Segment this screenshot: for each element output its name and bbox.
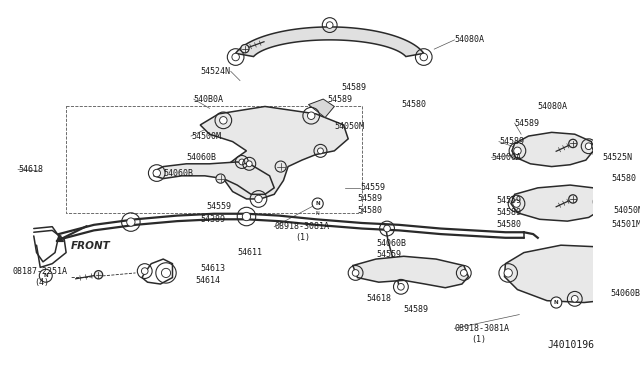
Text: 54525N: 54525N xyxy=(602,153,632,162)
Text: 54614: 54614 xyxy=(196,276,221,285)
Text: 540B0A: 540B0A xyxy=(194,94,224,103)
Text: 54501M: 54501M xyxy=(612,220,640,230)
Circle shape xyxy=(569,195,577,203)
Text: 54589: 54589 xyxy=(342,83,367,93)
Circle shape xyxy=(609,94,616,101)
Circle shape xyxy=(153,169,161,177)
Text: N: N xyxy=(554,300,559,305)
Circle shape xyxy=(255,195,262,203)
Polygon shape xyxy=(504,245,640,302)
Circle shape xyxy=(326,22,333,28)
FancyBboxPatch shape xyxy=(612,199,627,208)
Circle shape xyxy=(220,116,227,124)
Circle shape xyxy=(94,270,102,279)
Polygon shape xyxy=(353,256,468,288)
Circle shape xyxy=(592,142,600,150)
Text: 08918-3081A: 08918-3081A xyxy=(454,324,509,333)
Text: 54589: 54589 xyxy=(358,195,383,203)
Text: 54060B: 54060B xyxy=(376,239,406,248)
Text: 54060B: 54060B xyxy=(186,153,216,162)
Polygon shape xyxy=(308,99,334,118)
Text: N: N xyxy=(44,273,48,278)
Text: 54611: 54611 xyxy=(237,248,262,257)
Circle shape xyxy=(569,139,577,148)
Text: 54524N: 54524N xyxy=(201,67,231,76)
Text: 54060B: 54060B xyxy=(163,169,193,177)
Text: 54618: 54618 xyxy=(367,294,392,303)
Circle shape xyxy=(312,198,323,209)
Circle shape xyxy=(275,161,286,172)
Text: 08187-2251A: 08187-2251A xyxy=(13,267,67,276)
Text: 54589: 54589 xyxy=(515,119,540,128)
Circle shape xyxy=(241,45,249,53)
Polygon shape xyxy=(200,106,348,199)
Text: 54559: 54559 xyxy=(207,202,232,211)
Circle shape xyxy=(307,112,315,119)
Text: 54559: 54559 xyxy=(496,196,521,205)
Circle shape xyxy=(397,283,404,290)
Polygon shape xyxy=(236,27,424,57)
Text: 54580: 54580 xyxy=(496,220,521,230)
Text: (4): (4) xyxy=(34,278,49,287)
Circle shape xyxy=(232,53,239,61)
Circle shape xyxy=(243,212,251,221)
Text: 54050M: 54050M xyxy=(334,122,364,131)
Polygon shape xyxy=(154,162,274,194)
Circle shape xyxy=(551,297,562,308)
Text: 54559: 54559 xyxy=(360,183,385,192)
Text: 54000A: 54000A xyxy=(492,153,522,162)
Circle shape xyxy=(39,269,52,282)
Text: 54589: 54589 xyxy=(499,137,524,146)
Polygon shape xyxy=(612,71,640,96)
Circle shape xyxy=(597,198,604,205)
Circle shape xyxy=(141,268,148,275)
Text: 54589: 54589 xyxy=(404,305,429,314)
Circle shape xyxy=(504,269,513,277)
Text: (1): (1) xyxy=(296,233,310,242)
Text: (1): (1) xyxy=(471,335,486,344)
Circle shape xyxy=(352,270,359,276)
Text: FRONT: FRONT xyxy=(71,241,111,251)
Circle shape xyxy=(460,270,467,276)
Text: 54500M: 54500M xyxy=(191,132,221,141)
Polygon shape xyxy=(511,185,602,221)
Circle shape xyxy=(420,53,428,61)
Circle shape xyxy=(586,143,592,150)
Text: 54559: 54559 xyxy=(376,250,401,259)
Text: N: N xyxy=(316,211,319,216)
Text: 54589: 54589 xyxy=(496,208,521,217)
Text: 54050M: 54050M xyxy=(614,206,640,215)
Circle shape xyxy=(127,218,135,226)
Circle shape xyxy=(513,200,520,207)
Circle shape xyxy=(239,159,244,165)
Text: 54580: 54580 xyxy=(612,174,637,183)
Text: 08918-3081A: 08918-3081A xyxy=(274,222,329,231)
Text: 54080A: 54080A xyxy=(454,35,484,44)
Circle shape xyxy=(317,148,323,154)
Circle shape xyxy=(216,174,225,183)
Text: 54060B: 54060B xyxy=(610,289,640,298)
Circle shape xyxy=(384,225,390,232)
Text: N: N xyxy=(316,201,320,206)
Text: 54580: 54580 xyxy=(358,206,383,215)
Text: 54618: 54618 xyxy=(18,165,43,174)
Circle shape xyxy=(572,295,578,302)
Text: J4010196: J4010196 xyxy=(547,340,594,350)
Polygon shape xyxy=(512,132,593,167)
Text: 54613: 54613 xyxy=(200,264,225,273)
Circle shape xyxy=(514,147,521,155)
Circle shape xyxy=(161,268,171,278)
Circle shape xyxy=(246,161,252,167)
Text: 54589: 54589 xyxy=(327,94,352,103)
Text: 54080A: 54080A xyxy=(538,102,568,111)
Text: 54389: 54389 xyxy=(200,215,225,224)
Text: 54580: 54580 xyxy=(401,100,426,109)
